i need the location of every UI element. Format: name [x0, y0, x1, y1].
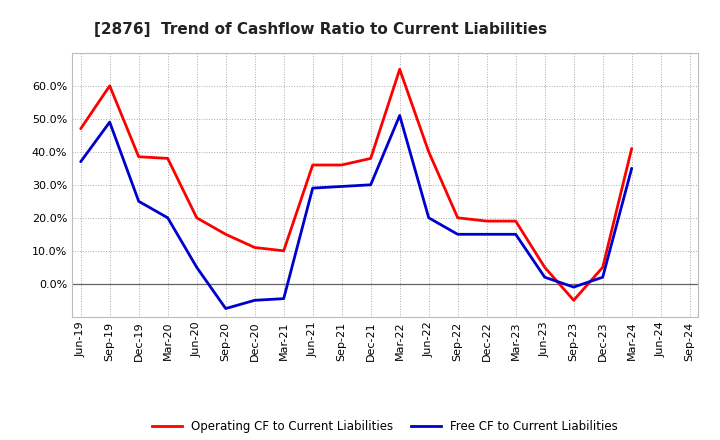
Text: [2876]  Trend of Cashflow Ratio to Current Liabilities: [2876] Trend of Cashflow Ratio to Curren… [94, 22, 546, 37]
Legend: Operating CF to Current Liabilities, Free CF to Current Liabilities: Operating CF to Current Liabilities, Fre… [148, 415, 623, 438]
